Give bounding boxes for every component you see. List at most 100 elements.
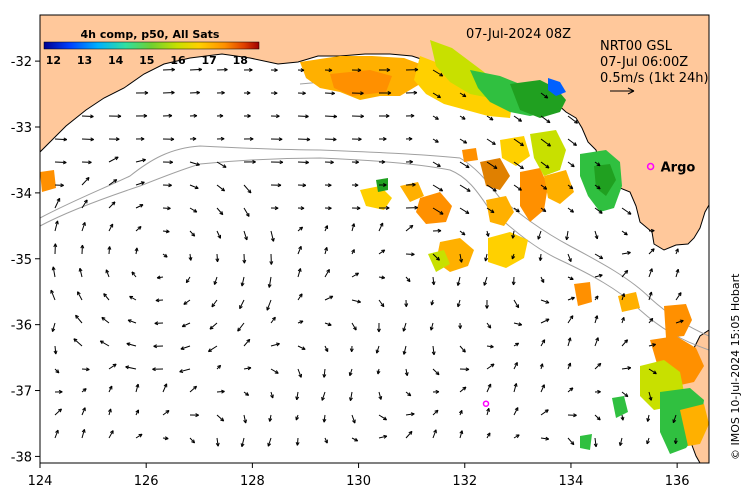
current-arrow-head [514, 407, 519, 412]
current-arrow-head [219, 113, 224, 118]
current-arrow [297, 268, 301, 278]
current-arrow-head [515, 208, 520, 213]
current-arrow [405, 224, 414, 232]
current-arrow-head [165, 410, 170, 414]
current-arrow-head [461, 115, 466, 120]
current-arrow-head [221, 90, 225, 95]
current-arrow-head [357, 68, 362, 73]
current-arrow-head [82, 407, 86, 412]
current-arrow-head [109, 223, 114, 228]
current-arrow-head [513, 383, 518, 387]
current-arrow [405, 413, 415, 416]
current-arrow [540, 384, 545, 393]
colorbar-tick-label: 14 [108, 54, 124, 67]
current-arrow-head [465, 367, 470, 372]
current-arrow-head [295, 416, 300, 421]
current-arrow-head [237, 327, 242, 332]
current-arrow-head [569, 276, 574, 281]
current-arrow-head [302, 91, 306, 96]
current-arrow-head [412, 182, 416, 187]
current-arrow-head [436, 256, 440, 261]
current-arrow [648, 391, 652, 401]
current-arrow-head [332, 137, 337, 142]
current-arrow-head [240, 282, 245, 287]
current-arrow [486, 138, 496, 145]
current-arrow [351, 299, 361, 303]
current-arrow [540, 184, 548, 190]
current-arrow-head [490, 209, 495, 214]
current-arrow-head [247, 189, 252, 194]
current-arrow-head [224, 67, 228, 72]
current-arrow-head [58, 408, 62, 413]
current-arrow [567, 297, 575, 301]
current-arrow-head [594, 235, 599, 240]
current-arrow-head [213, 281, 218, 285]
current-arrow-head [270, 394, 274, 399]
current-arrow [270, 343, 280, 347]
current-arrow [216, 437, 219, 447]
current-arrow [567, 138, 577, 146]
current-arrow [108, 201, 116, 209]
current-arrow [296, 391, 299, 400]
current-arrow [81, 115, 94, 118]
current-arrow-head [219, 211, 224, 216]
colorbar-title: 4h comp, p50, All Sats [81, 28, 220, 41]
current-arrow [108, 223, 114, 232]
current-arrow [567, 437, 575, 445]
current-arrow [324, 115, 337, 118]
current-arrow-head [274, 68, 278, 73]
current-arrow-head [82, 388, 87, 393]
current-arrow [209, 322, 218, 330]
current-arrow-head [134, 247, 139, 252]
current-arrow-head [567, 337, 572, 342]
current-arrow [567, 115, 578, 124]
current-arrow [241, 437, 245, 447]
current-arrow [108, 246, 111, 255]
current-arrow-head [569, 185, 574, 190]
current-arrow-head [518, 322, 523, 327]
current-arrow-head [83, 199, 88, 204]
current-arrow-head [404, 372, 409, 376]
y-tick-label: -32 [11, 55, 32, 70]
current-arrow-head [518, 118, 523, 122]
current-arrow-head [299, 320, 304, 325]
current-arrow [180, 345, 191, 350]
current-arrow-head [220, 136, 225, 141]
current-arrow [621, 207, 632, 215]
current-arrow [513, 299, 520, 308]
current-arrow [73, 338, 83, 347]
current-arrow [540, 318, 550, 324]
current-arrow [324, 269, 330, 278]
x-tick-label: 128 [240, 474, 265, 489]
current-arrow-head [675, 268, 680, 273]
current-arrow-head [385, 206, 390, 210]
colorbar-tick-label: 16 [170, 54, 186, 67]
current-arrow-head [180, 346, 185, 351]
current-arrow [459, 207, 470, 214]
float-marker[interactable] [482, 400, 490, 407]
current-arrow-head [245, 392, 250, 396]
current-arrow-head [543, 185, 548, 190]
current-arrow-head [249, 136, 254, 141]
current-arrow [216, 230, 221, 239]
current-arrow-head [490, 363, 495, 368]
current-arrow-head [221, 389, 225, 394]
current-arrow [430, 322, 434, 331]
current-arrow [567, 315, 574, 324]
current-arrow-head [75, 314, 79, 319]
current-arrow [135, 433, 143, 439]
current-arrow [566, 230, 569, 240]
current-arrow [486, 408, 490, 416]
current-arrow-head [677, 292, 682, 297]
current-arrow-head [352, 419, 356, 424]
argo-float-marker[interactable] [646, 162, 655, 171]
current-arrow-head [156, 275, 161, 280]
current-arrow-head [322, 418, 327, 423]
current-arrow [621, 251, 631, 255]
current-arrow-head [360, 114, 364, 119]
current-arrow [540, 161, 550, 169]
current-arrow [594, 437, 597, 447]
current-arrow-head [541, 384, 545, 389]
colorbar-tick-label: 13 [77, 54, 92, 67]
current-arrow [376, 345, 380, 354]
